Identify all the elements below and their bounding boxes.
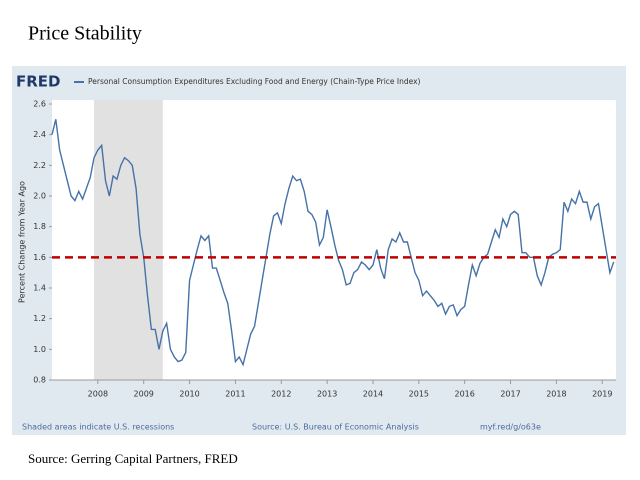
x-tick-label: 2018 [546,390,566,399]
y-tick-label: 0.8 [33,376,46,385]
y-tick-label: 1.2 [33,314,46,323]
x-tick-label: 2017 [500,390,520,399]
x-tick-label: 2009 [134,390,154,399]
y-tick-label: 2.0 [33,192,46,201]
recession-note: Shaded areas indicate U.S. recessions [22,423,174,432]
y-tick-label: 2.4 [33,130,46,139]
plot: 0.8 1.0 1.2 1.4 1.6 1.8 2.0 2.2 2.4 2.6 2008 2009 20… [33,100,616,399]
page-source: Source: Gerring Capital Partners, FRED [28,451,238,466]
y-tick-label: 1.6 [33,253,46,262]
x-tick-label: 2011 [225,390,245,399]
y-tick-label: 2.2 [33,161,46,170]
data-source: Source: U.S. Bureau of Economic Analysis [252,423,419,432]
x-tick-label: 2010 [179,390,199,399]
x-tick-label: 2008 [88,390,108,399]
series-line [51,119,615,367]
link: myf.red/g/o63e [480,423,541,432]
brand: FRED [16,73,61,91]
y-tick-label: 1.8 [33,222,46,231]
x-tick-label: 2014 [363,390,383,399]
x-tick-label: 2019 [592,390,612,399]
x-tick-label: 2015 [409,390,429,399]
page-title: Price Stability [28,23,142,45]
y-axis-label: Percent Change from Year Ago [18,181,27,303]
y-tick-label: 1.0 [33,345,46,354]
x-tick-label: 2013 [317,390,337,399]
x-tick-label: 2012 [271,390,291,399]
y-tick-label: 2.6 [33,100,46,109]
legend-label: Personal Consumption Expenditures Exclud… [88,77,421,86]
recession-band [94,100,163,380]
x-tick-label: 2016 [455,390,475,399]
y-tick-label: 1.4 [33,284,46,293]
